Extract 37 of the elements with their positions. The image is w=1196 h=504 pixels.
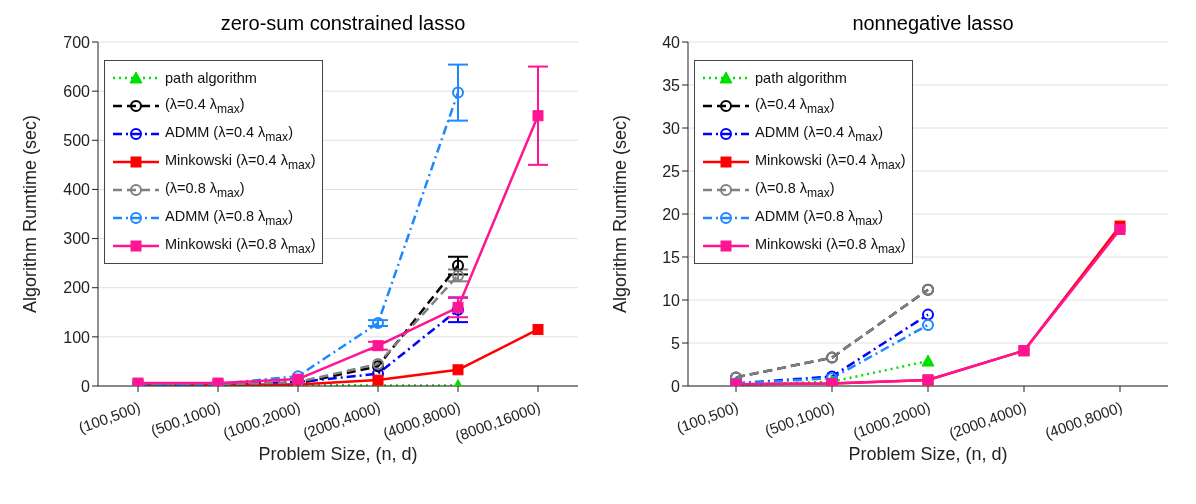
- y-tick-label: 5: [671, 334, 681, 352]
- legend-label: (λ=0.8 λ$_{max}$): [165, 180, 245, 200]
- legend-label: path algorithm: [755, 70, 847, 86]
- legend-label: (λ=0.4 λ$_{max}$): [755, 96, 835, 116]
- legend-label: Minkowski (λ=0.8 λ$_{max}$): [755, 236, 906, 256]
- x-axis-title: Problem Size, (n, d): [258, 444, 418, 464]
- legend-label: path algorithm: [165, 70, 257, 86]
- legend-label: ADMM (λ=0.4 λ$_{max}$): [165, 124, 293, 144]
- legend-label: ADMM (λ=0.8 λ$_{max}$): [755, 208, 883, 228]
- y-tick-label: 30: [662, 119, 681, 137]
- legend-label: Minkowski (λ=0.4 λ$_{max}$): [755, 152, 906, 172]
- y-tick-label: 200: [63, 279, 91, 297]
- y-tick-label: 20: [662, 205, 681, 223]
- y-tick-label: 0: [671, 377, 681, 395]
- y-tick-label: 35: [662, 76, 681, 94]
- y-tick-label: 100: [63, 328, 91, 346]
- legend-label: (λ=0.8 λ$_{max}$): [755, 180, 835, 200]
- y-tick-label: 500: [63, 131, 91, 149]
- y-tick-label: 300: [63, 230, 91, 248]
- y-tick-label: 40: [662, 33, 681, 51]
- legend-label: ADMM (λ=0.8 λ$_{max}$): [165, 208, 293, 228]
- chart-title: nonnegative lasso: [851, 12, 1015, 35]
- legend-label: ADMM (λ=0.4 λ$_{max}$): [755, 124, 883, 144]
- y-tick-label: 700: [63, 33, 91, 51]
- y-tick-label: 10: [662, 291, 681, 309]
- y-axis-title: Algorithm Rumtime (sec): [610, 114, 631, 314]
- legend-label: Minkowski (λ=0.4 λ$_{max}$): [165, 152, 316, 172]
- legend-label: (λ=0.4 λ$_{max}$): [165, 96, 245, 116]
- chart-title: zero-sum constrained lasso: [219, 12, 467, 35]
- y-tick-label: 600: [63, 82, 91, 100]
- y-tick-label: 400: [63, 181, 91, 199]
- y-tick-label: 0: [81, 377, 91, 395]
- y-tick-label: 15: [662, 248, 681, 266]
- y-tick-label: 25: [662, 162, 681, 180]
- legend-label: Minkowski (λ=0.8 λ$_{max}$): [165, 236, 316, 256]
- x-axis-title: Problem Size, (n, d): [848, 444, 1008, 464]
- y-axis-title: Algorithm Rumtime (sec): [20, 114, 41, 314]
